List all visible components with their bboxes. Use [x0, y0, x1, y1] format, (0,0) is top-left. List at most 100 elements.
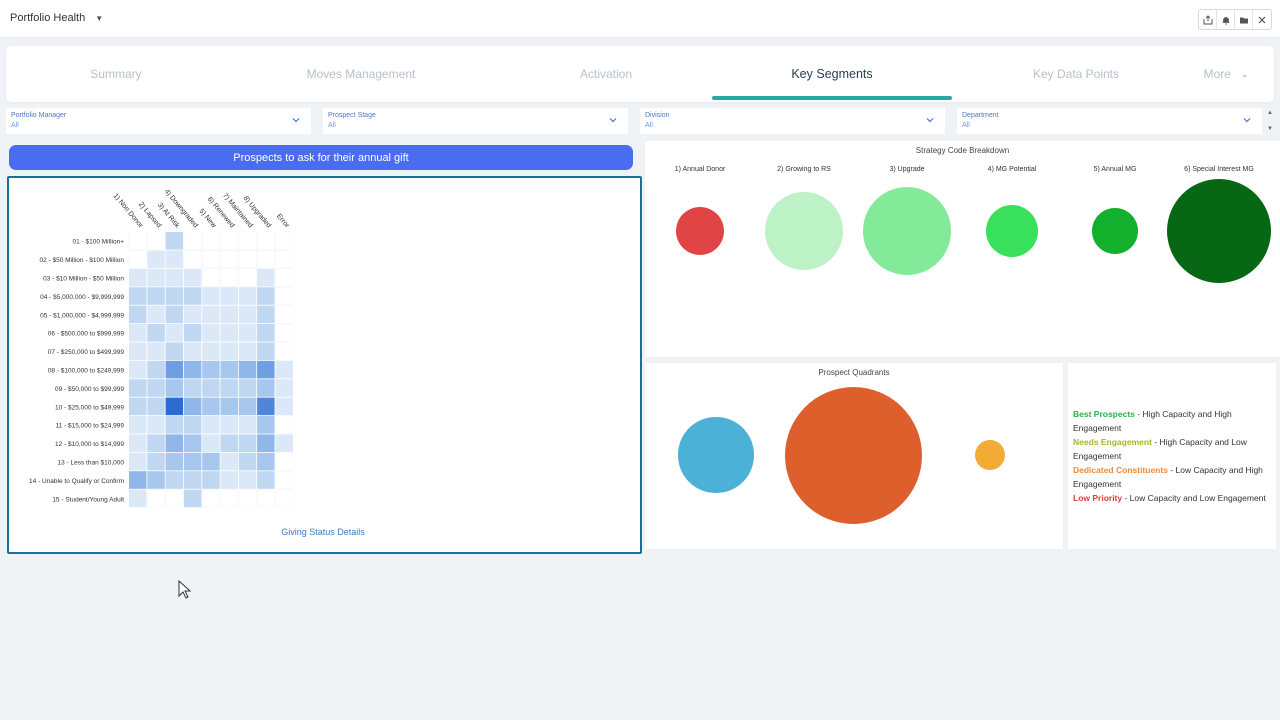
heatmap-cell[interactable]	[202, 360, 220, 379]
heatmap-cell[interactable]	[202, 471, 220, 489]
heatmap-cell[interactable]	[257, 416, 275, 434]
heatmap-cell[interactable]	[238, 305, 257, 324]
heatmap-cell[interactable]	[257, 360, 275, 379]
tab-key-segments[interactable]: Key Segments	[712, 46, 952, 102]
heatmap-cell[interactable]	[183, 416, 202, 434]
heatmap-cell[interactable]	[202, 434, 220, 452]
heatmap-cell[interactable]	[220, 434, 239, 452]
heatmap-cell[interactable]	[275, 360, 293, 379]
heatmap-cell[interactable]	[165, 397, 184, 416]
heatmap-cell[interactable]	[201, 268, 220, 287]
heatmap-cell[interactable]	[165, 379, 184, 397]
heatmap-cell[interactable]	[129, 360, 147, 379]
heatmap-cell[interactable]	[220, 379, 239, 397]
heatmap-cell[interactable]	[257, 268, 275, 287]
heatmap-cell[interactable]	[220, 324, 239, 342]
tab-summary[interactable]: Summary	[26, 46, 206, 102]
heatmap-cell[interactable]	[129, 268, 147, 287]
strategy-bubble[interactable]	[1167, 179, 1271, 283]
heatmap-cell[interactable]	[129, 489, 147, 508]
heatmap-cell[interactable]	[238, 489, 257, 508]
filter-department[interactable]: Department All	[957, 108, 1262, 134]
heatmap-cell[interactable]	[165, 324, 184, 342]
heatmap-cell[interactable]	[257, 434, 275, 452]
heatmap-cell[interactable]	[220, 397, 239, 416]
heatmap-cell[interactable]	[183, 471, 202, 489]
heatmap-cell[interactable]	[202, 324, 220, 342]
heatmap-cell[interactable]	[202, 397, 220, 416]
heatmap-cell[interactable]	[257, 324, 275, 342]
heatmap-cell[interactable]	[201, 250, 220, 269]
heatmap-cell[interactable]	[147, 324, 165, 342]
heatmap-cell[interactable]	[238, 416, 257, 434]
heatmap-cell[interactable]	[220, 268, 239, 287]
heatmap-cell[interactable]	[275, 286, 294, 306]
notifications-button[interactable]	[1217, 10, 1235, 29]
annual-gift-prospects-button[interactable]: Prospects to ask for their annual gift	[9, 145, 633, 170]
heatmap-cell[interactable]	[220, 287, 239, 305]
heatmap-cell[interactable]	[238, 379, 257, 397]
heatmap-cell[interactable]	[275, 250, 294, 269]
heatmap-cell[interactable]	[128, 250, 147, 269]
heatmap-cell[interactable]	[183, 287, 202, 305]
heatmap-cell[interactable]	[275, 268, 294, 287]
heatmap-cell[interactable]	[147, 342, 165, 360]
heatmap-cell[interactable]	[147, 397, 165, 416]
heatmap-cell[interactable]	[147, 305, 165, 324]
heatmap-cell[interactable]	[183, 397, 202, 416]
filter-portfolio-manager[interactable]: Portfolio Manager All	[6, 108, 311, 134]
giving-status-details-link[interactable]: Giving Status Details	[281, 527, 365, 537]
tab-activation[interactable]: Activation	[516, 46, 696, 102]
quadrant-bubble[interactable]	[678, 417, 754, 493]
heatmap-cell[interactable]	[275, 452, 294, 471]
heatmap-cell[interactable]	[238, 342, 257, 360]
heatmap-cell[interactable]	[183, 268, 202, 287]
heatmap-cell[interactable]	[183, 231, 202, 250]
heatmap-cell[interactable]	[257, 471, 275, 489]
strategy-bubble[interactable]	[862, 186, 952, 276]
heatmap-cell[interactable]	[165, 471, 184, 489]
heatmap-cell[interactable]	[129, 397, 147, 416]
tab-more[interactable]: More ⌄	[1186, 46, 1266, 102]
heatmap-cell[interactable]	[147, 268, 165, 287]
heatmap-cell[interactable]	[275, 470, 294, 490]
heatmap-cell[interactable]	[165, 452, 184, 471]
heatmap-cell[interactable]	[183, 379, 202, 397]
strategy-bubble[interactable]	[675, 206, 725, 256]
heatmap-cell[interactable]	[147, 489, 166, 508]
heatmap-cell[interactable]	[220, 250, 239, 269]
strategy-bubble[interactable]	[765, 192, 843, 270]
heatmap-cell[interactable]	[183, 360, 202, 379]
heatmap-cell[interactable]	[202, 416, 220, 434]
heatmap-cell[interactable]	[183, 342, 202, 360]
heatmap-cell[interactable]	[238, 324, 257, 342]
heatmap-cell[interactable]	[129, 416, 147, 434]
heatmap-cell[interactable]	[129, 287, 147, 305]
heatmap-cell[interactable]	[183, 250, 202, 269]
heatmap-cell[interactable]	[128, 231, 147, 250]
heatmap-cell[interactable]	[147, 379, 165, 397]
heatmap-cell[interactable]	[147, 231, 166, 250]
heatmap-cell[interactable]	[147, 250, 165, 268]
heatmap-cell[interactable]	[129, 324, 147, 342]
heatmap-cell[interactable]	[129, 471, 147, 489]
heatmap-cell[interactable]	[275, 415, 294, 434]
heatmap-cell[interactable]	[238, 360, 257, 379]
folder-button[interactable]	[1235, 10, 1253, 29]
heatmap-cell[interactable]	[165, 434, 184, 452]
filter-prospect-stage[interactable]: Prospect Stage All	[323, 108, 628, 134]
heatmap-cell[interactable]	[257, 379, 275, 397]
tab-key-data-points[interactable]: Key Data Points	[986, 46, 1166, 102]
heatmap-cell[interactable]	[257, 305, 275, 324]
heatmap-cell[interactable]	[238, 231, 257, 250]
heatmap-cell[interactable]	[165, 250, 184, 268]
share-button[interactable]	[1199, 10, 1217, 29]
heatmap-cell[interactable]	[275, 323, 294, 342]
heatmap-cell[interactable]	[129, 305, 147, 324]
heatmap-cell[interactable]	[220, 471, 239, 489]
heatmap-cell[interactable]	[202, 452, 220, 471]
heatmap-cell[interactable]	[202, 379, 220, 397]
heatmap-cell[interactable]	[220, 342, 239, 360]
heatmap-cell[interactable]	[238, 287, 257, 305]
heatmap-cell[interactable]	[147, 360, 165, 379]
